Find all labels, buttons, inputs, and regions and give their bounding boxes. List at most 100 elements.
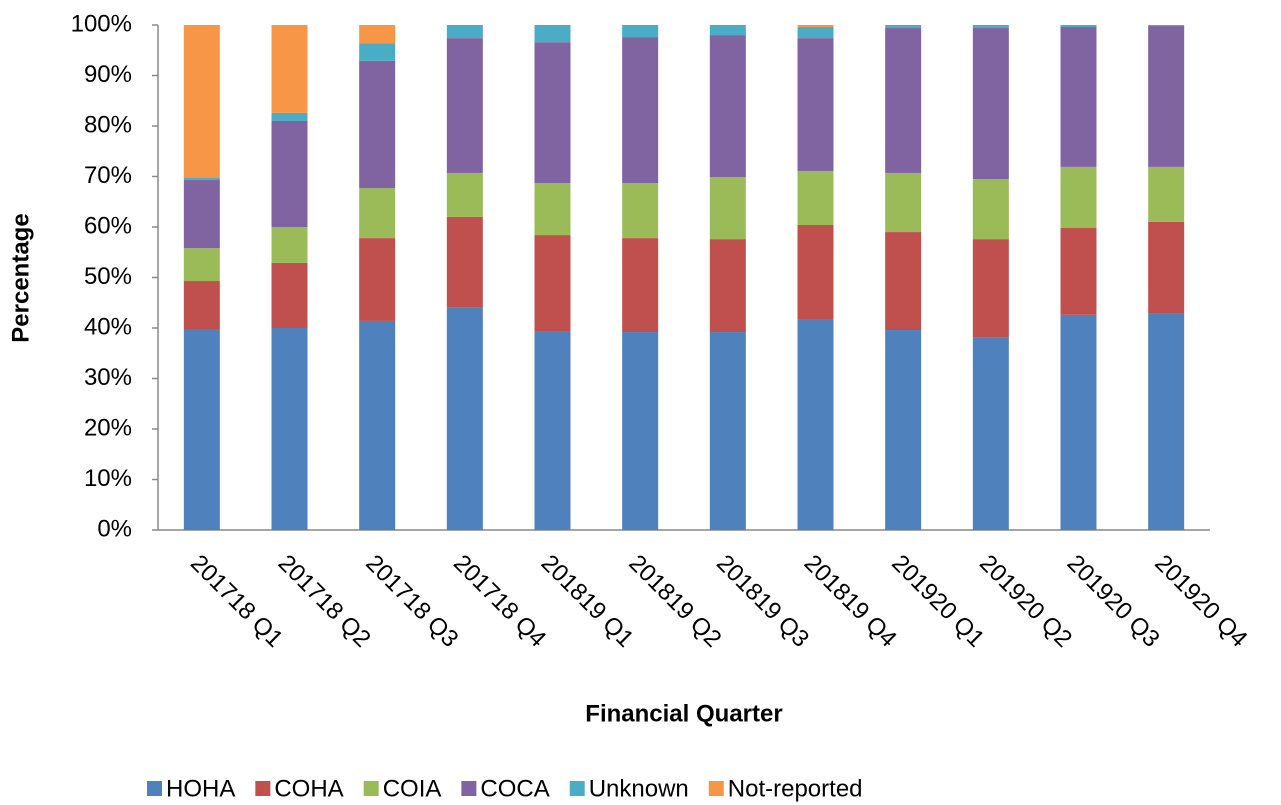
- bar-segment: [709, 239, 746, 333]
- x-tick-label: 201920 Q4: [1149, 550, 1252, 653]
- bar-segment: [622, 332, 659, 530]
- y-tick-label: 80%: [84, 111, 132, 138]
- bar-segment: [183, 248, 220, 282]
- bar-segment: [885, 172, 922, 233]
- bar-segment: [271, 262, 308, 328]
- bar-segment: [359, 188, 396, 239]
- legend-label: COHA: [274, 775, 343, 802]
- bar-segment: [271, 328, 308, 530]
- bar-segment: [972, 239, 1009, 338]
- bar-segment: [446, 216, 483, 308]
- legend-label: Unknown: [589, 775, 689, 802]
- bar-segment: [797, 170, 834, 225]
- bar-segment: [972, 337, 1009, 530]
- bar-segment: [271, 112, 308, 121]
- x-axis-title: Financial Quarter: [585, 700, 782, 727]
- x-tick-label: 201819 Q2: [623, 550, 726, 653]
- x-tick-label: 201718 Q1: [185, 550, 288, 653]
- bar-segment: [709, 35, 746, 178]
- legend-swatch: [363, 781, 379, 796]
- x-tick-label: 201920 Q2: [974, 550, 1077, 653]
- x-tick-label: 201819 Q4: [799, 550, 902, 653]
- x-tick-label: 201718 Q4: [448, 550, 551, 653]
- bar-segment: [797, 38, 834, 171]
- x-tick-label: 201718 Q2: [273, 550, 376, 653]
- y-tick-label: 100%: [71, 10, 132, 37]
- bar-segment: [1148, 166, 1185, 222]
- legend-label: COCA: [480, 775, 549, 802]
- bar-segment: [534, 42, 571, 184]
- legend-swatch: [147, 781, 162, 796]
- bar-segment: [1060, 166, 1097, 229]
- bar-segment: [534, 183, 571, 236]
- bar-segment: [1148, 221, 1185, 314]
- bar-segment: [972, 28, 1009, 180]
- bar-segment: [359, 238, 396, 321]
- bar-segment: [1148, 25, 1185, 27]
- y-tick-label: 30%: [84, 364, 132, 391]
- bar-segment: [534, 25, 571, 43]
- legend-label: Not-reported: [728, 775, 863, 802]
- bar-segment: [622, 183, 659, 239]
- bar-segment: [534, 331, 571, 530]
- y-tick-label: 50%: [84, 263, 132, 290]
- bar-segment: [622, 37, 659, 184]
- bar-segment: [183, 329, 220, 530]
- bar-segment: [709, 332, 746, 530]
- bar-segment: [972, 179, 1009, 240]
- bar-segment: [446, 38, 483, 173]
- bar-segment: [1148, 313, 1185, 530]
- bar-segment: [885, 330, 922, 530]
- bar-segment: [359, 43, 396, 61]
- y-tick-label: 40%: [84, 313, 132, 340]
- y-tick-label: 10%: [84, 465, 132, 492]
- bar-segment: [885, 232, 922, 331]
- legend-label: COIA: [383, 775, 442, 802]
- bar-segment: [534, 235, 571, 332]
- legend-swatch: [569, 781, 585, 796]
- bar-segment: [797, 224, 834, 320]
- x-tick-label: 201819 Q1: [536, 550, 639, 653]
- bar-segment: [1060, 25, 1097, 28]
- bar-segment: [183, 25, 220, 179]
- bar-segment: [797, 27, 834, 39]
- y-tick-label: 20%: [84, 414, 132, 441]
- bar-segment: [183, 178, 220, 181]
- bar-segment: [972, 25, 1009, 29]
- bar-segment: [183, 281, 220, 330]
- x-tick-label: 201718 Q3: [360, 550, 463, 653]
- bar-segment: [797, 25, 834, 28]
- bar-segment: [359, 25, 396, 44]
- x-tick-label: 201920 Q1: [886, 550, 989, 653]
- x-tick-label: 201920 Q3: [1062, 550, 1165, 653]
- y-tick-label: 90%: [84, 61, 132, 88]
- bar-segment: [1060, 27, 1097, 167]
- x-tick-label: 201819 Q3: [711, 550, 814, 653]
- bar-segment: [271, 227, 308, 263]
- y-axis-title: Percentage: [7, 213, 34, 342]
- bar-segment: [359, 320, 396, 530]
- y-tick-label: 70%: [84, 162, 132, 189]
- bar-segment: [271, 25, 308, 113]
- bar-segment: [271, 120, 308, 227]
- bar-segment: [709, 177, 746, 240]
- bar-segment: [885, 28, 922, 173]
- bar-segment: [446, 172, 483, 217]
- y-tick-label: 0%: [97, 515, 132, 542]
- legend-label: HOHA: [166, 775, 235, 802]
- legend-swatch: [461, 781, 477, 796]
- bar-segment: [359, 60, 396, 189]
- bar-segment: [709, 25, 746, 36]
- legend-swatch: [255, 781, 271, 796]
- bar-segment: [885, 25, 922, 29]
- bar-segment: [797, 319, 834, 530]
- bar-segment: [622, 238, 659, 333]
- y-tick-label: 60%: [84, 212, 132, 239]
- bar-segment: [446, 307, 483, 530]
- legend-swatch: [708, 781, 724, 796]
- bar-segment: [622, 25, 659, 38]
- bar-segment: [1148, 26, 1185, 167]
- bar-segment: [1060, 228, 1097, 315]
- bar-segment: [446, 25, 483, 39]
